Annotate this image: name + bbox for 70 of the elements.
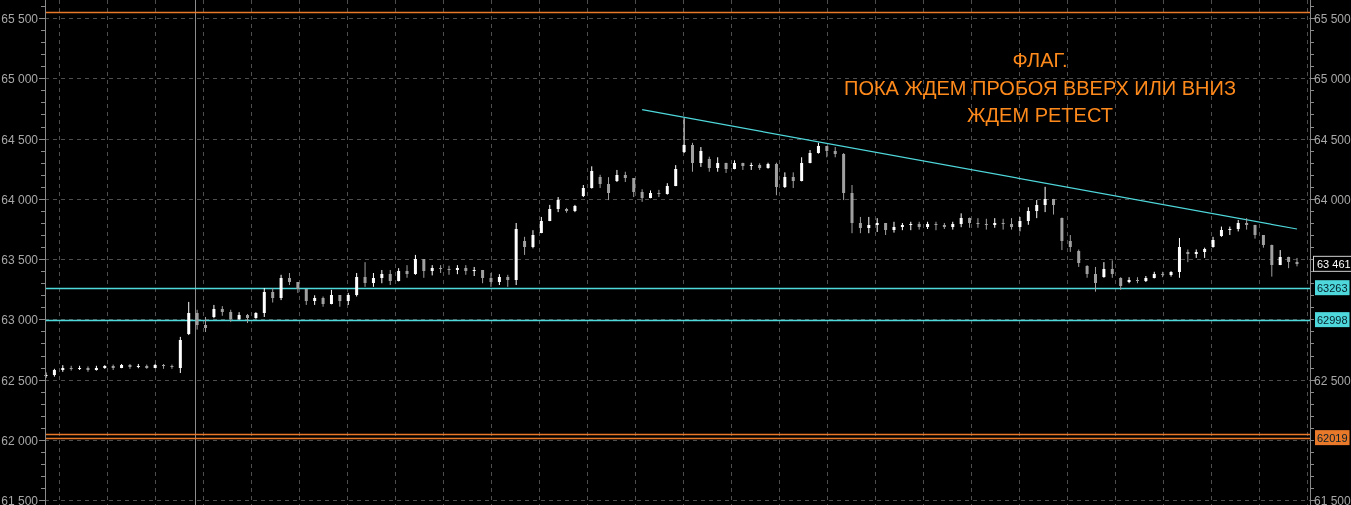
candlestick bbox=[682, 117, 686, 154]
candlestick bbox=[531, 229, 535, 249]
y2-tick-label: 63 000 bbox=[1, 312, 39, 327]
y2-tick-label: 62 000 bbox=[1, 433, 39, 448]
candlestick bbox=[363, 261, 367, 288]
candlestick bbox=[523, 236, 527, 256]
candlestick bbox=[170, 364, 174, 370]
candlestick bbox=[195, 309, 199, 331]
candlestick bbox=[355, 272, 359, 297]
candlestick bbox=[598, 174, 602, 189]
y-tick-label: 62 500 bbox=[1314, 373, 1351, 388]
text: 63 461 bbox=[1316, 257, 1351, 270]
y-tick-label: 64 000 bbox=[1314, 192, 1351, 207]
candlestick bbox=[892, 221, 896, 234]
candlestick bbox=[1186, 248, 1190, 263]
y2-tick-label: 65 500 bbox=[1, 11, 39, 26]
candlestick bbox=[422, 258, 426, 279]
candlestick bbox=[1127, 276, 1131, 284]
candlestick bbox=[1245, 217, 1249, 231]
candlestick bbox=[1094, 266, 1097, 293]
ref-line-label: 63263 bbox=[1316, 281, 1348, 294]
candlestick bbox=[632, 177, 636, 198]
candlestick bbox=[934, 221, 938, 231]
candlestick bbox=[489, 272, 493, 288]
candlestick bbox=[615, 169, 619, 183]
candlestick bbox=[321, 295, 325, 308]
y2-tick-label: 64 500 bbox=[1, 132, 39, 147]
candlestick bbox=[590, 165, 594, 190]
y2-tick-label: 65 000 bbox=[1, 71, 39, 86]
candlestick bbox=[657, 189, 661, 198]
candlestick bbox=[128, 363, 132, 370]
candlestick bbox=[1270, 244, 1274, 278]
candlestick bbox=[984, 218, 988, 231]
candlestick bbox=[1102, 261, 1106, 279]
candlestick bbox=[1060, 217, 1064, 251]
candlestick bbox=[405, 264, 409, 279]
candlestick bbox=[338, 294, 342, 308]
candlestick bbox=[1001, 218, 1005, 231]
ref-line-label: 62019 bbox=[1316, 431, 1348, 444]
candlestick bbox=[1018, 216, 1022, 232]
y-tick-label: 65 000 bbox=[1314, 71, 1351, 86]
candlestick bbox=[187, 301, 191, 336]
candlestick bbox=[279, 274, 283, 301]
candlestick bbox=[800, 156, 804, 182]
candlestick bbox=[413, 254, 417, 276]
y2-tick-label: 62 500 bbox=[1, 373, 39, 388]
candlestick bbox=[447, 265, 451, 276]
candlestick bbox=[237, 311, 241, 321]
y-tick-label: 64 500 bbox=[1314, 132, 1351, 147]
candlestick bbox=[774, 162, 778, 196]
ref-line-label: 62998 bbox=[1316, 313, 1348, 326]
candlestick bbox=[741, 162, 745, 171]
candlestick bbox=[690, 142, 694, 173]
candlestick bbox=[1169, 270, 1173, 278]
candlestick bbox=[86, 365, 90, 373]
annotation: ФЛАГ. ПОКА ЖДЕМ ПРОБОЯ ВВЕРХ ИЛИ ВНИЗ ЖДЕМ РЕТЕСТ bbox=[844, 49, 1236, 126]
y2-tick-label: 64 000 bbox=[1, 192, 39, 207]
candlestick bbox=[1295, 257, 1299, 267]
candlestick bbox=[1035, 199, 1039, 219]
candlestick bbox=[699, 146, 703, 168]
candlestick bbox=[1144, 275, 1148, 283]
candlestick bbox=[976, 217, 980, 229]
candlestick bbox=[1043, 186, 1047, 213]
y-tick-label: 61 500 bbox=[1314, 493, 1351, 505]
y-tick-label: 65 500 bbox=[1314, 11, 1351, 26]
y2-tick-label: 63 500 bbox=[1, 252, 39, 267]
candlestick bbox=[607, 176, 611, 201]
candlestick bbox=[640, 188, 644, 203]
candlestick bbox=[262, 287, 266, 318]
y2-tick-label: 61 500 bbox=[1, 493, 39, 505]
